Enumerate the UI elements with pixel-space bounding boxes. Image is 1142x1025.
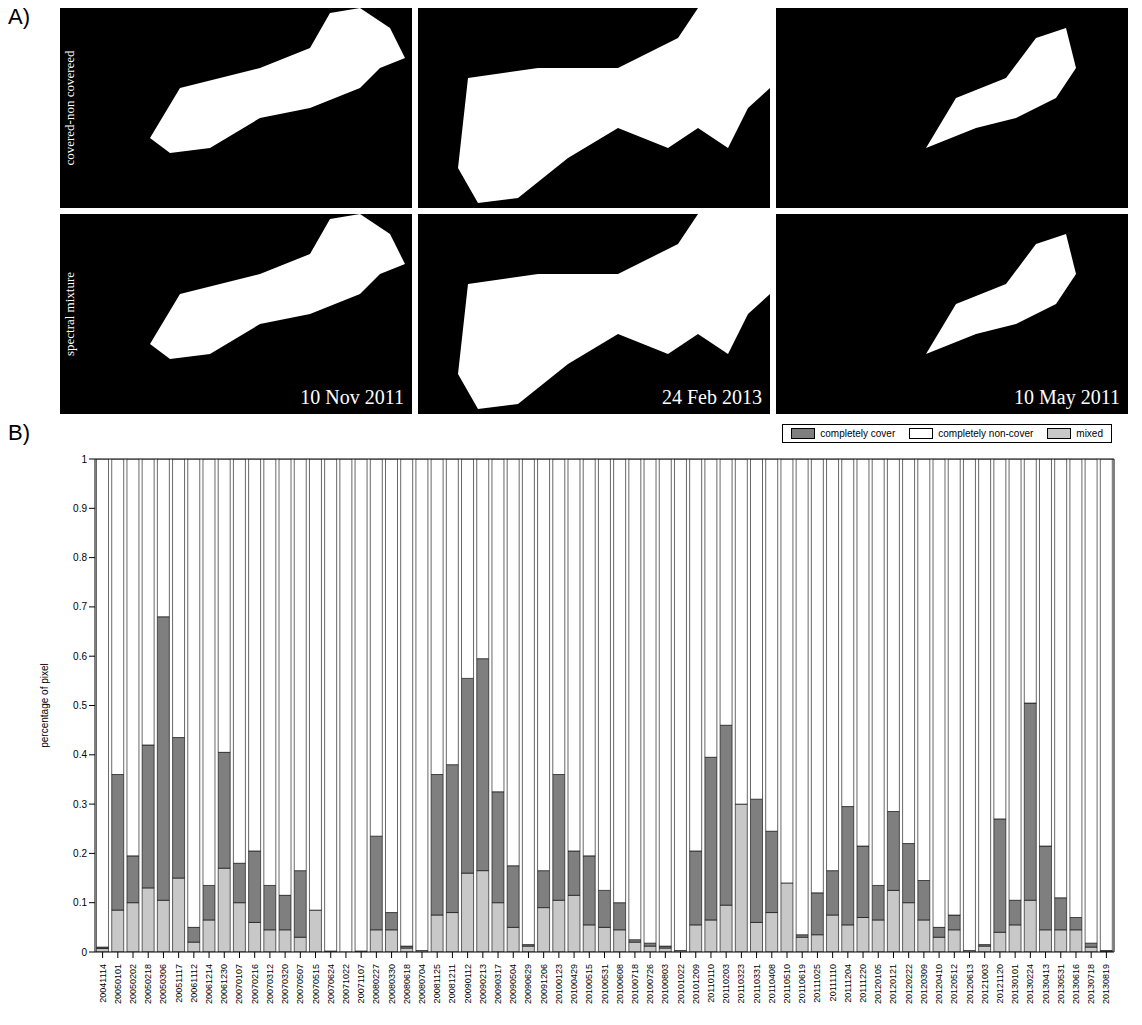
svg-text:0.3: 0.3 bbox=[73, 799, 87, 810]
svg-text:20061112: 20061112 bbox=[189, 964, 199, 1003]
html-text:completely cover: completely cover bbox=[820, 428, 896, 439]
svg-text:1: 1 bbox=[81, 454, 87, 465]
svg-text:20120613: 20120613 bbox=[965, 964, 975, 1004]
svg-text:20120410: 20120410 bbox=[934, 964, 944, 1004]
html-text:completely non-cover: completely non-cover bbox=[938, 428, 1034, 439]
html-text:mixed: mixed bbox=[1076, 428, 1103, 439]
svg-text:20070320: 20070320 bbox=[280, 964, 290, 1004]
svg-text:20041114: 20041114 bbox=[98, 964, 108, 1003]
svg-text:20111220: 20111220 bbox=[858, 964, 868, 1003]
svg-text:20130224: 20130224 bbox=[1025, 964, 1035, 1004]
svg-text:20061230: 20061230 bbox=[219, 964, 229, 1004]
svg-text:20110203: 20110203 bbox=[721, 964, 731, 1003]
svg-text:20050202: 20050202 bbox=[128, 964, 138, 1004]
svg-text:20070624: 20070624 bbox=[326, 964, 336, 1004]
svg-text:20120222: 20120222 bbox=[904, 964, 914, 1004]
svg-text:0: 0 bbox=[81, 947, 87, 958]
svg-text:20110619: 20110619 bbox=[797, 964, 807, 1003]
svg-text:20100726: 20100726 bbox=[645, 964, 655, 1004]
svg-text:20061214: 20061214 bbox=[204, 964, 214, 1004]
svg-text:20111110: 20111110 bbox=[828, 964, 838, 1001]
svg-text:20101022: 20101022 bbox=[676, 964, 686, 1004]
svg-text:20050101: 20050101 bbox=[113, 964, 123, 1004]
svg-text:20120309: 20120309 bbox=[919, 964, 929, 1004]
svg-text:20111204: 20111204 bbox=[843, 964, 853, 1003]
svg-text:20130101: 20130101 bbox=[1010, 964, 1020, 1004]
svg-text:20100531: 20100531 bbox=[600, 964, 610, 1004]
svg-text:20100803: 20100803 bbox=[660, 964, 670, 1004]
svg-text:20081125: 20081125 bbox=[432, 964, 442, 1003]
svg-text:20110331: 20110331 bbox=[752, 964, 762, 1003]
svg-text:20121120: 20121120 bbox=[995, 964, 1005, 1003]
svg-text:20100123: 20100123 bbox=[554, 964, 564, 1004]
svg-text:0.9: 0.9 bbox=[73, 503, 87, 514]
svg-text:20130819: 20130819 bbox=[1101, 964, 1111, 1004]
svg-text:20100608: 20100608 bbox=[615, 964, 625, 1004]
svg-text:0.5: 0.5 bbox=[73, 700, 87, 711]
svg-text:20091206: 20091206 bbox=[539, 964, 549, 1004]
html-text:B): B) bbox=[8, 420, 30, 445]
svg-text:0.7: 0.7 bbox=[73, 601, 87, 612]
svg-text:0.1: 0.1 bbox=[73, 897, 87, 908]
svg-text:20071022: 20071022 bbox=[341, 964, 351, 1004]
svg-text:20110323: 20110323 bbox=[736, 964, 746, 1003]
svg-text:20070216: 20070216 bbox=[250, 964, 260, 1004]
svg-text:20110510: 20110510 bbox=[782, 964, 792, 1003]
svg-text:20130616: 20130616 bbox=[1071, 964, 1081, 1004]
svg-text:covered-non covereed: covered-non covereed bbox=[62, 50, 77, 166]
svg-text:0.8: 0.8 bbox=[73, 552, 87, 563]
svg-text:20070515: 20070515 bbox=[311, 964, 321, 1004]
html-text:A): A) bbox=[8, 4, 30, 29]
svg-text:0.4: 0.4 bbox=[73, 749, 87, 760]
svg-text:20090317: 20090317 bbox=[493, 964, 503, 1004]
svg-text:20101209: 20101209 bbox=[691, 964, 701, 1004]
svg-text:20050306: 20050306 bbox=[158, 964, 168, 1004]
svg-text:20080618: 20080618 bbox=[402, 964, 412, 1004]
svg-text:20100515: 20100515 bbox=[584, 964, 594, 1004]
svg-text:20070507: 20070507 bbox=[295, 964, 305, 1004]
svg-text:20120512: 20120512 bbox=[949, 964, 959, 1004]
svg-text:20070107: 20070107 bbox=[234, 964, 244, 1004]
svg-text:20111025: 20111025 bbox=[812, 964, 822, 1003]
svg-text:20051117: 20051117 bbox=[174, 964, 184, 1003]
svg-text:20090112: 20090112 bbox=[463, 964, 473, 1003]
svg-text:20081211: 20081211 bbox=[447, 964, 457, 1003]
svg-text:20120121: 20120121 bbox=[888, 964, 898, 1004]
svg-text:20090213: 20090213 bbox=[478, 964, 488, 1004]
svg-text:20050218: 20050218 bbox=[143, 964, 153, 1004]
svg-text:20070312: 20070312 bbox=[265, 964, 275, 1004]
svg-text:0.6: 0.6 bbox=[73, 651, 87, 662]
svg-text:20100429: 20100429 bbox=[569, 964, 579, 1004]
svg-text:20120105: 20120105 bbox=[873, 964, 883, 1004]
svg-text:20080330: 20080330 bbox=[387, 964, 397, 1004]
svg-text:10 May 2011: 10 May 2011 bbox=[1014, 386, 1120, 409]
svg-text:24 Feb 2013: 24 Feb 2013 bbox=[662, 386, 762, 408]
svg-text:20121003: 20121003 bbox=[980, 964, 990, 1004]
svg-text:20080704: 20080704 bbox=[417, 964, 427, 1004]
svg-text:20130531: 20130531 bbox=[1056, 964, 1066, 1004]
svg-text:20130413: 20130413 bbox=[1041, 964, 1051, 1004]
svg-text:spectral mixture: spectral mixture bbox=[62, 272, 77, 356]
svg-text:20080227: 20080227 bbox=[371, 964, 381, 1004]
svg-text:0.2: 0.2 bbox=[73, 848, 87, 859]
svg-text:20110110: 20110110 bbox=[706, 964, 716, 1003]
svg-text:20090629: 20090629 bbox=[523, 964, 533, 1004]
svg-text:20071107: 20071107 bbox=[356, 964, 366, 1003]
svg-text:20100718: 20100718 bbox=[630, 964, 640, 1004]
svg-text:percentage of pixel: percentage of pixel bbox=[39, 663, 50, 748]
svg-text:10 Nov 2011: 10 Nov 2011 bbox=[300, 386, 404, 408]
svg-text:20110408: 20110408 bbox=[767, 964, 777, 1003]
svg-text:20130718: 20130718 bbox=[1086, 964, 1096, 1004]
svg-text:20090504: 20090504 bbox=[508, 964, 518, 1004]
